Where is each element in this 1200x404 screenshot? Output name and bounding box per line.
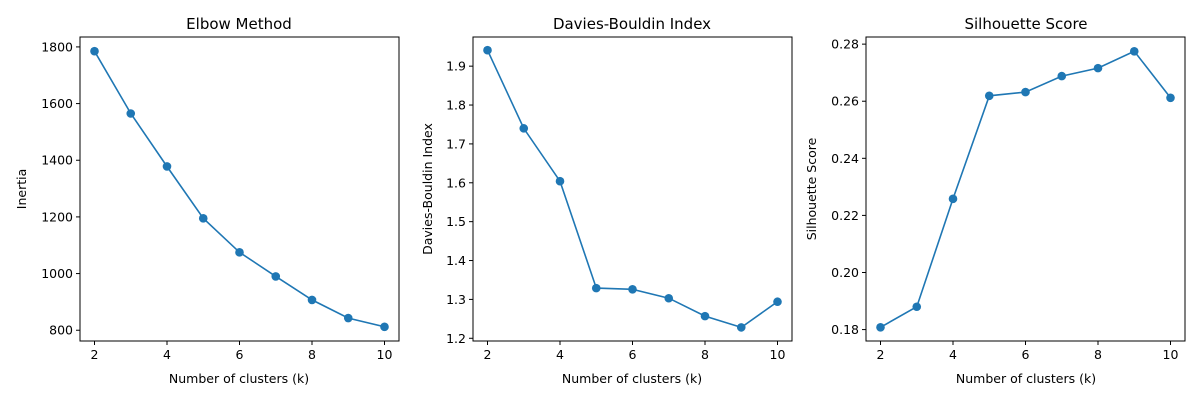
y-tick-label: 0.20	[831, 265, 859, 280]
y-tick-label: 0.22	[831, 208, 859, 223]
data-point	[162, 162, 172, 171]
x-axis-label: Number of clusters (k)	[169, 371, 309, 386]
y-tick-label: 1.6	[446, 175, 466, 190]
x-tick-label: 2	[877, 347, 885, 362]
y-tick-label: 1600	[41, 96, 73, 111]
x-tick-label: 8	[701, 347, 709, 362]
plot-area: 2 4 6 8 10 1.2 1.3 1.4 1.5 1.6 1.7 1.8 1.9	[446, 45, 786, 362]
axes-frame	[472, 36, 793, 342]
y-tick-label: 1.3	[446, 292, 466, 307]
data-point	[664, 293, 674, 303]
data-point	[1129, 46, 1139, 56]
x-tick-label: 8	[1094, 347, 1102, 362]
y-axis-label: Davies-Bouldin Index	[420, 123, 435, 255]
y-tick-label: 0.18	[831, 322, 859, 337]
data-point	[591, 283, 601, 293]
x-tick-label: 10	[1163, 347, 1179, 362]
axes-frame	[865, 36, 1186, 342]
x-axis-label: Number of clusters (k)	[956, 371, 1096, 386]
y-axis-label: Inertia	[14, 169, 29, 209]
x-tick-label: 6	[629, 347, 637, 362]
x-tick-label: 6	[1022, 347, 1030, 362]
data-point	[1093, 63, 1103, 73]
y-tick-label: 1.5	[446, 214, 466, 229]
x-tick-label: 8	[308, 347, 316, 362]
data-point	[271, 272, 281, 281]
data-point	[555, 176, 565, 186]
data-point	[948, 194, 958, 204]
y-tick-label: 1.2	[446, 331, 466, 346]
chart-title: Elbow Method	[186, 15, 292, 33]
y-tick-label: 0.28	[831, 37, 859, 52]
y-tick-label: 800	[49, 323, 73, 338]
y-axis-label: Silhouette Score	[804, 137, 819, 240]
y-tick-label: 0.26	[831, 94, 859, 109]
x-tick-label: 2	[91, 347, 99, 362]
y-tick-label: 1800	[41, 39, 73, 54]
data-point	[700, 311, 710, 321]
data-point	[380, 322, 389, 332]
data-point	[1021, 87, 1030, 97]
y-tick-label: 1400	[41, 153, 73, 168]
y-tick-label: 1.9	[446, 59, 466, 74]
data-point	[984, 91, 994, 101]
data-point	[912, 302, 922, 312]
y-tick-label: 1.4	[446, 253, 466, 268]
data-point	[198, 214, 208, 223]
x-tick-label: 2	[484, 347, 492, 362]
data-point	[736, 323, 746, 332]
axes-frame	[79, 36, 400, 342]
x-tick-label: 4	[163, 347, 171, 362]
data-point	[307, 295, 317, 305]
data-point	[126, 109, 136, 118]
chart-panel-elbow: Elbow Method Number of clusters (k) Iner…	[14, 15, 400, 386]
x-tick-label: 4	[556, 347, 564, 362]
data-point	[343, 313, 353, 323]
data-point	[235, 248, 244, 257]
data-point	[90, 46, 99, 56]
chart-title: Silhouette Score	[964, 15, 1087, 33]
y-tick-label: 1.8	[446, 98, 466, 113]
chart-title: Davies-Bouldin Index	[553, 15, 711, 33]
data-point	[876, 322, 885, 332]
x-axis-label: Number of clusters (k)	[562, 371, 702, 386]
data-point	[1166, 93, 1175, 103]
x-tick-label: 10	[770, 347, 786, 362]
chart-panel-davies-bouldin: Davies-Bouldin Index Number of clusters …	[420, 15, 793, 386]
y-tick-label: 0.24	[831, 151, 859, 166]
data-point	[519, 124, 529, 133]
x-tick-label: 4	[949, 347, 957, 362]
data-point	[773, 297, 782, 307]
data-point	[628, 284, 637, 294]
plot-area: 2 4 6 8 10 0.18 0.20 0.22 0.24 0.26 0.28	[831, 37, 1178, 362]
data-point	[483, 45, 492, 55]
x-tick-label: 10	[377, 347, 393, 362]
series-line	[93, 50, 385, 328]
y-tick-label: 1200	[41, 209, 73, 224]
plot-area: 2 4 6 8 10 800 1000 1200 1400 1600 1800	[41, 39, 392, 362]
data-point	[1057, 71, 1067, 81]
chart-panel-silhouette: Silhouette Score Number of clusters (k) …	[804, 15, 1186, 386]
x-tick-label: 6	[236, 347, 244, 362]
y-tick-label: 1000	[41, 266, 73, 281]
y-tick-label: 1.7	[446, 136, 466, 151]
